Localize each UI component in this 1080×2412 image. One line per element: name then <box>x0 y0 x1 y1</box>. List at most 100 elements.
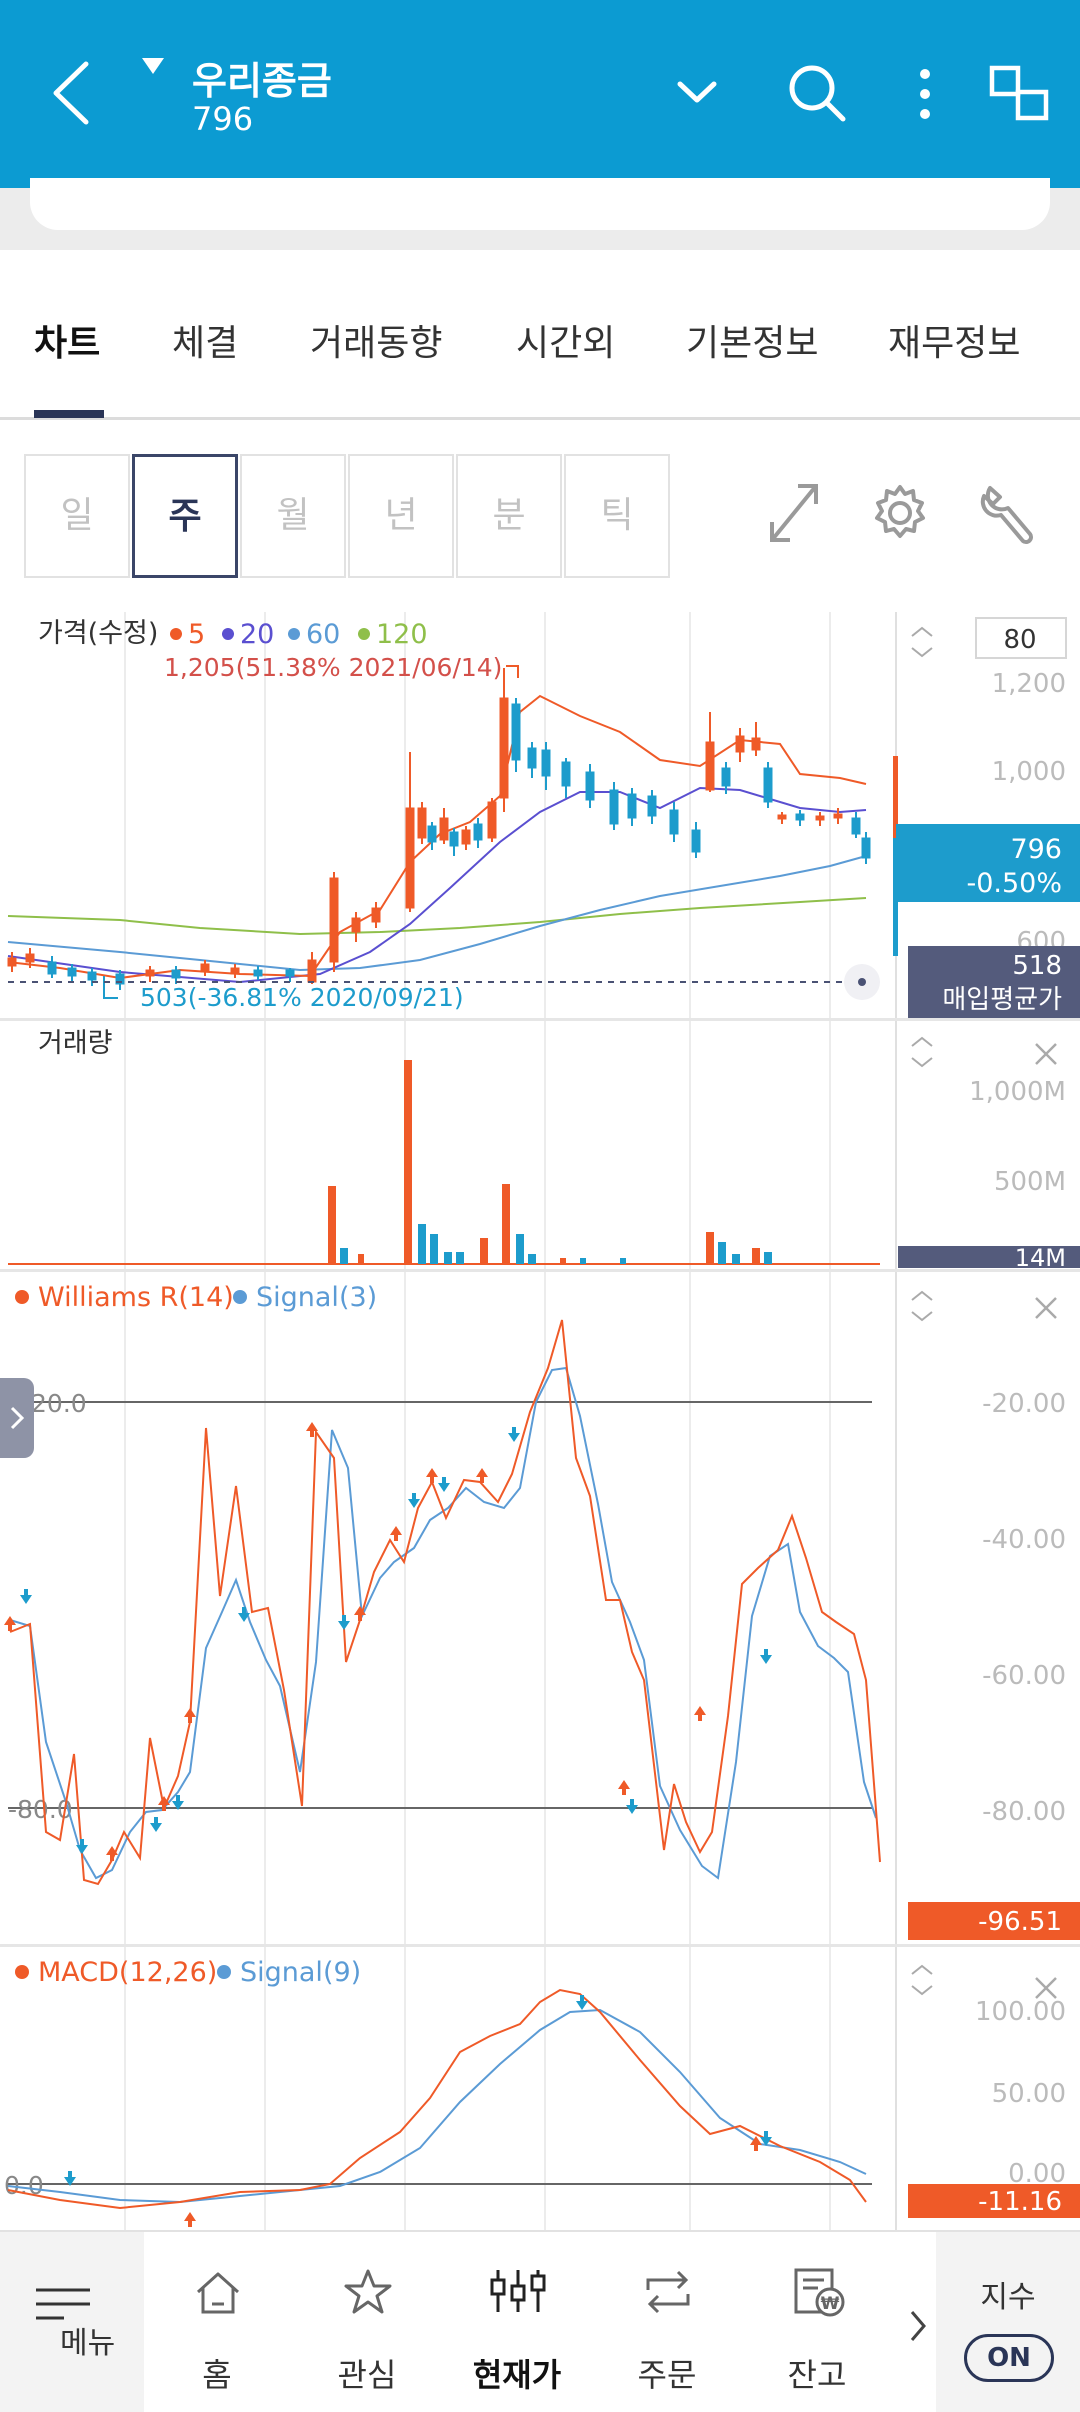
close-icon[interactable] <box>1035 1297 1057 1319</box>
chevron-right-icon <box>10 1406 25 1430</box>
nav-home[interactable]: 홈 <box>142 2232 292 2412</box>
stock-chart[interactable]: 가격(수정) 5 20 60 120 1,205(51.38% 2021/06/… <box>0 612 1080 2230</box>
williams-axis-tick: -80.00 <box>982 1797 1066 1827</box>
period-tick-button[interactable]: 틱 <box>564 454 670 578</box>
period-week-button[interactable]: 주 <box>132 454 238 578</box>
volume-down-bars <box>340 1224 772 1264</box>
volume-axis-tick: 1,000M <box>969 1077 1066 1107</box>
ma60-legend-dot <box>288 628 300 640</box>
current-price: 796 <box>1010 834 1062 865</box>
menu-label: 메뉴 <box>60 2326 116 2361</box>
macd-current-value: -11.16 <box>978 2187 1062 2217</box>
chevron-right-icon[interactable] <box>906 2306 930 2346</box>
expand-icon[interactable] <box>764 478 824 548</box>
tab-trading-trend[interactable]: 거래동향 <box>310 323 443 364</box>
tab-chart[interactable]: 차트 <box>34 323 101 364</box>
avg-price-value: 518 <box>1012 951 1062 981</box>
williams-lower-label: -80.0 <box>8 1795 73 1824</box>
williams-r-line <box>9 1319 881 1886</box>
ma5-legend-dot <box>170 628 182 640</box>
index-label: 지수 <box>980 2280 1036 2315</box>
nav-order-label: 주문 <box>637 2356 697 2394</box>
tab-after-hours[interactable]: 시간외 <box>516 323 616 364</box>
volume-up-bars <box>328 1060 760 1264</box>
candle-count-box[interactable] <box>975 617 1067 659</box>
stock-code: 796 <box>192 100 254 138</box>
williams-axis-tick: -20.00 <box>982 1389 1066 1419</box>
nav-balance-label: 잔고 <box>787 2356 847 2394</box>
search-icon[interactable] <box>786 62 848 124</box>
current-price-box <box>896 824 1080 902</box>
high-annotation: 1,205(51.38% 2021/06/14) <box>164 653 502 682</box>
nav-watchlist[interactable]: 관심 <box>292 2232 442 2412</box>
macd-legend-label: MACD(12,26) <box>38 1957 217 1988</box>
wrench-icon[interactable] <box>976 478 1042 548</box>
change-percent: -0.50% <box>966 868 1062 899</box>
macd-line <box>7 1988 867 2210</box>
side-panel-handle[interactable] <box>0 1378 34 1458</box>
williams-current-box <box>908 1902 1080 1940</box>
period-day-button[interactable]: 일 <box>24 454 130 578</box>
panel-separator <box>0 1269 1080 1272</box>
index-toggle[interactable]: ON <box>964 2334 1054 2382</box>
multi-window-icon[interactable] <box>988 64 1052 124</box>
current-volume: 14M <box>1015 1244 1066 1272</box>
high-marker <box>506 665 519 678</box>
ma20-legend-label: 20 <box>240 619 274 650</box>
low-marker <box>103 976 118 999</box>
chevron-down-icon[interactable] <box>672 72 722 112</box>
volume-title: 거래량 <box>38 1028 113 1059</box>
close-icon[interactable] <box>1035 1043 1057 1065</box>
current-volume-box <box>898 1246 1080 1268</box>
volume-panel: 거래량 1,000M 500M <box>8 1028 1080 1272</box>
macd-axis-tick: 50.00 <box>992 2079 1066 2109</box>
settings-gear-icon[interactable] <box>868 478 932 548</box>
stock-dropdown-triangle-icon <box>142 58 164 74</box>
williams-signal-markers <box>4 1422 772 1861</box>
summary-card-edge <box>30 178 1050 230</box>
index-panel: 지수 ON <box>936 2232 1080 2412</box>
home-icon <box>196 2272 240 2314</box>
volume-reorder-icon[interactable] <box>911 1036 933 1047</box>
macd-axis-tick: 100.00 <box>975 1997 1066 2027</box>
stock-tabs: 차트 체결 거래동향 시간외 기본정보 재무정보 <box>0 250 1080 420</box>
ma60-line <box>7 855 867 972</box>
nav-current-price[interactable]: 현재가 <box>442 2232 592 2412</box>
tab-financial-info[interactable]: 재무정보 <box>888 323 1021 364</box>
close-icon[interactable] <box>1035 1977 1057 1999</box>
price-panel-controls <box>911 626 933 658</box>
price-range-bar <box>893 756 898 838</box>
nav-balance[interactable]: ₩ 잔고 <box>742 2232 892 2412</box>
back-arrow-icon[interactable] <box>44 58 104 128</box>
menu-button[interactable]: 메뉴 <box>0 2232 144 2412</box>
williams-axis-tick: -40.00 <box>982 1525 1066 1555</box>
williams-reorder-icon[interactable] <box>911 1290 933 1301</box>
stock-name: 우리종금 <box>192 59 332 103</box>
star-icon <box>344 2269 392 2314</box>
panel-separator <box>0 1018 1080 1021</box>
nav-order[interactable]: 주문 <box>592 2232 742 2412</box>
avg-price-box <box>908 946 1080 1018</box>
active-tab-indicator <box>34 410 104 418</box>
volume-axis-tick: 500M <box>994 1167 1066 1197</box>
tab-execution[interactable]: 체결 <box>172 323 239 364</box>
nav-home-label: 홈 <box>202 2356 232 2394</box>
period-month-button[interactable]: 월 <box>240 454 346 578</box>
bottom-navigation: 메뉴 홈 관심 현재가 주문 <box>0 2230 1080 2412</box>
chart-svg: 가격(수정) 5 20 60 120 1,205(51.38% 2021/06/… <box>0 612 1080 2230</box>
order-icon <box>646 2270 690 2314</box>
panel-separator <box>0 1944 1080 1947</box>
williams-signal-line <box>9 1366 877 1880</box>
ma60-legend-label: 60 <box>306 619 340 650</box>
period-minute-button[interactable]: 분 <box>456 454 562 578</box>
hamburger-menu-icon <box>36 2288 90 2320</box>
balance-icon: ₩ <box>794 2268 845 2317</box>
vertical-grid <box>124 612 831 2230</box>
tab-basic-info[interactable]: 기본정보 <box>686 323 819 364</box>
ma120-legend-dot <box>358 628 370 640</box>
macd-signal-line <box>7 2008 867 2204</box>
macd-current-box <box>908 2184 1080 2218</box>
macd-reorder-icon[interactable] <box>911 1964 933 1975</box>
period-year-button[interactable]: 년 <box>348 454 454 578</box>
more-vertical-icon[interactable] <box>910 64 940 124</box>
